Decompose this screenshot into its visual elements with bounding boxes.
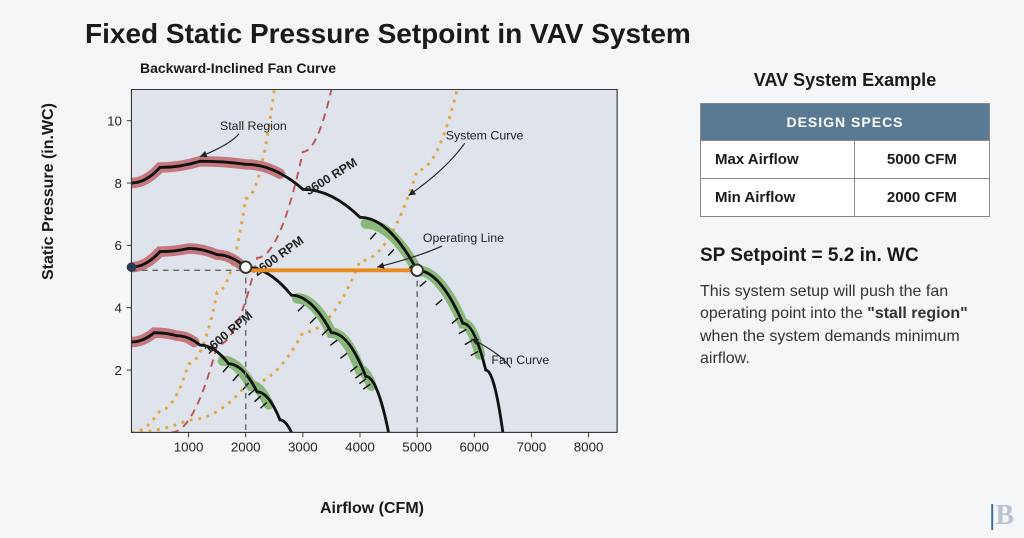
svg-text:6: 6 bbox=[114, 238, 121, 253]
page-title: Fixed Static Pressure Setpoint in VAV Sy… bbox=[0, 0, 1024, 50]
svg-text:3000: 3000 bbox=[288, 439, 318, 454]
table-row: Min Airflow 2000 CFM bbox=[701, 179, 990, 217]
x-axis-label: Airflow (CFM) bbox=[320, 500, 424, 518]
table-header: DESIGN SPECS bbox=[701, 104, 990, 141]
svg-text:4: 4 bbox=[114, 300, 122, 315]
table-row: Max Airflow 5000 CFM bbox=[701, 141, 990, 179]
setpoint-text: SP Setpoint = 5.2 in. WC bbox=[700, 245, 990, 267]
svg-text:2000: 2000 bbox=[231, 439, 261, 454]
svg-text:5000: 5000 bbox=[402, 439, 432, 454]
svg-text:Fan Curve: Fan Curve bbox=[491, 353, 549, 367]
svg-text:6000: 6000 bbox=[459, 439, 489, 454]
svg-text:8: 8 bbox=[114, 176, 121, 191]
y-axis-label: Static Pressure (in.WC) bbox=[40, 103, 58, 280]
svg-text:1000: 1000 bbox=[174, 439, 204, 454]
fan-curve-chart: 1000200030004000500060007000800024681036… bbox=[90, 80, 630, 480]
spec-label: Min Airflow bbox=[701, 179, 855, 217]
sidebar: VAV System Example DESIGN SPECS Max Airf… bbox=[700, 70, 990, 371]
spec-value: 5000 CFM bbox=[854, 141, 989, 179]
spec-label: Max Airflow bbox=[701, 141, 855, 179]
chart-subtitle: Backward-Inclined Fan Curve bbox=[140, 60, 336, 76]
svg-text:7000: 7000 bbox=[517, 439, 547, 454]
svg-text:2: 2 bbox=[114, 363, 121, 378]
svg-text:8000: 8000 bbox=[574, 439, 604, 454]
description-text: This system setup will push the fan oper… bbox=[700, 281, 990, 371]
logo-icon: |B bbox=[989, 500, 1014, 532]
svg-text:10: 10 bbox=[107, 113, 122, 128]
svg-text:Stall Region: Stall Region bbox=[220, 119, 287, 133]
design-specs-table: DESIGN SPECS Max Airflow 5000 CFM Min Ai… bbox=[700, 103, 990, 217]
svg-text:4000: 4000 bbox=[345, 439, 375, 454]
svg-text:Operating Line: Operating Line bbox=[423, 231, 504, 245]
svg-text:System Curve: System Curve bbox=[446, 128, 524, 142]
spec-value: 2000 CFM bbox=[854, 179, 989, 217]
example-title: VAV System Example bbox=[700, 70, 990, 91]
